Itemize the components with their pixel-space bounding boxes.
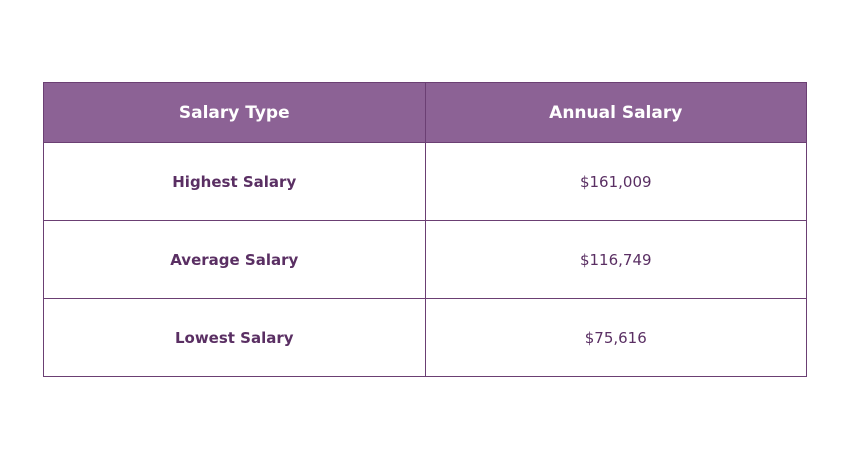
- header-cell: Salary Type: [43, 82, 426, 143]
- row: Lowest Salary $75,616: [43, 298, 807, 377]
- cell: $116,749: [424, 220, 807, 299]
- cell: Lowest Salary: [43, 298, 426, 377]
- cell: Highest Salary: [43, 142, 426, 221]
- cell: $161,009: [424, 142, 807, 221]
- cell: $75,616: [424, 298, 807, 377]
- row: Highest Salary $161,009: [43, 142, 807, 221]
- row: Average Salary $116,749: [43, 220, 807, 299]
- cell: Average Salary: [43, 220, 426, 299]
- header-cell: Annual Salary: [424, 82, 807, 143]
- salary-table: Salary Type Annual Salary Highest Salary…: [43, 82, 807, 377]
- header-row: Salary Type Annual Salary: [43, 82, 807, 143]
